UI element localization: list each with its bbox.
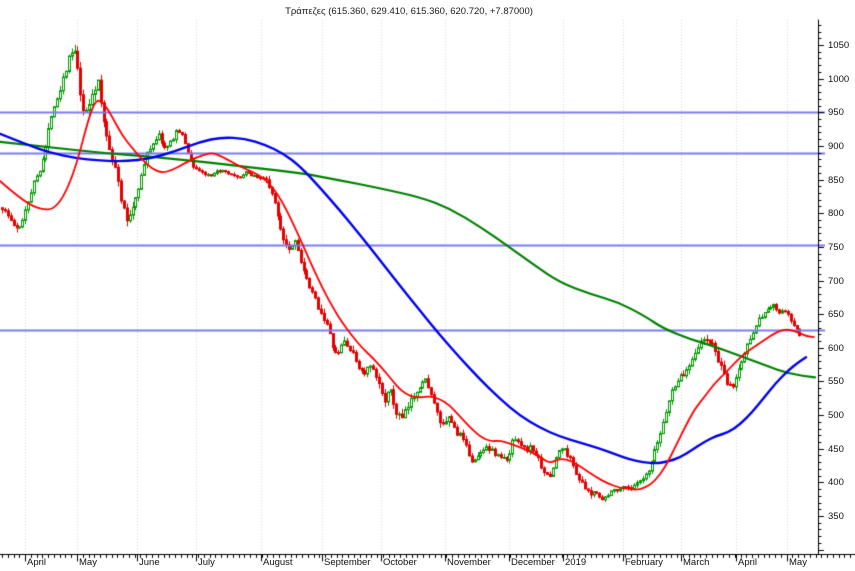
y-axis-label: 700	[828, 275, 844, 287]
y-axis-label: 500	[828, 410, 844, 422]
y-axis-label: 400	[828, 477, 844, 489]
x-axis-label: September	[324, 557, 371, 568]
y-axis-label: 600	[828, 342, 844, 354]
y-axis-label: 950	[828, 107, 844, 119]
y-axis-label: 1050	[828, 40, 850, 51]
y-axis-label: 850	[828, 174, 844, 186]
y-axis-label: 650	[828, 309, 844, 321]
x-axis-label: November	[447, 557, 491, 568]
x-axis-label: December	[511, 557, 555, 568]
x-axis-label: 2019	[565, 557, 587, 568]
y-axis-label: 800	[828, 208, 844, 220]
x-axis-label: August	[263, 557, 293, 568]
y-axis-label: 450	[828, 443, 844, 455]
x-axis-label: March	[683, 557, 710, 568]
y-axis-label: 550	[828, 376, 844, 388]
chart-title: Τράπεζες (615.360, 629.410, 615.360, 620…	[285, 6, 533, 17]
x-axis-label: February	[625, 557, 664, 568]
x-axis-label: April	[738, 557, 758, 568]
x-axis-label: May	[789, 557, 807, 568]
x-axis-label: May	[79, 557, 97, 568]
y-axis-label: 350	[828, 511, 844, 523]
x-axis-label: April	[27, 557, 47, 568]
x-axis-label: June	[139, 557, 160, 568]
x-axis-label: October	[383, 557, 417, 568]
y-axis-label: 1000	[828, 73, 850, 85]
y-axis-label: 900	[828, 140, 844, 152]
y-axis-label: 750	[828, 241, 844, 253]
x-axis-label: July	[198, 557, 215, 568]
